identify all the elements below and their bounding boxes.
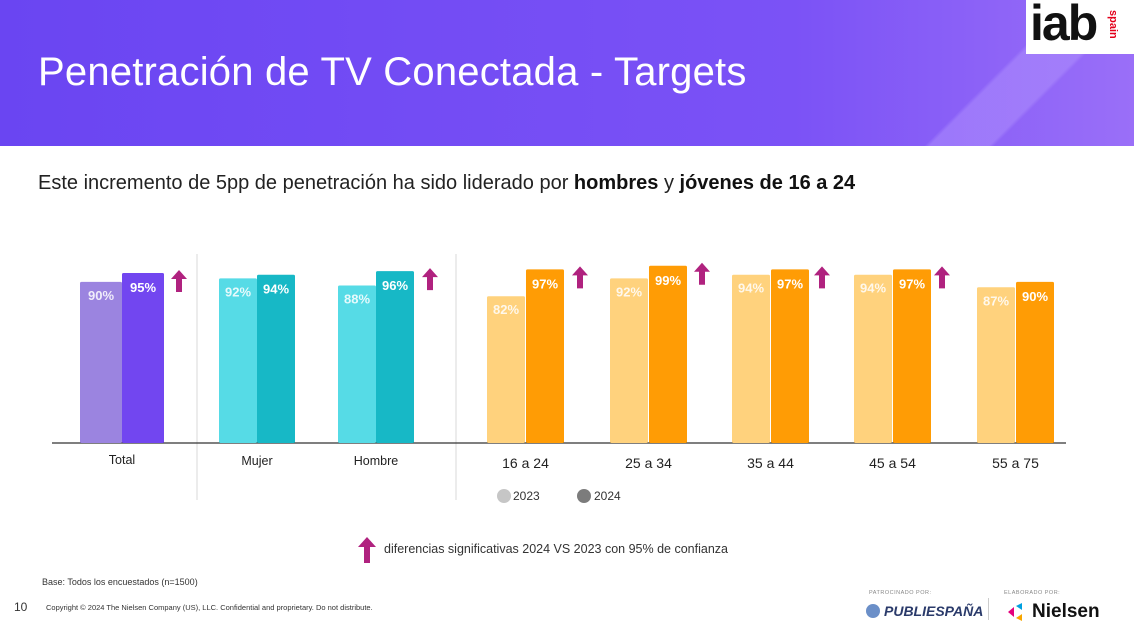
- logo-background: [1026, 0, 1134, 54]
- data-label-2023-16-a-24: 82%: [493, 302, 519, 317]
- bar-2024-55-a-75: [1016, 281, 1054, 443]
- bar-2024-hombre: [376, 271, 414, 443]
- subtitle-mid: y: [658, 172, 680, 194]
- subtitle-bold-young: jóvenes de 16 a 24: [679, 172, 856, 194]
- data-label-2023-mujer: 92%: [225, 284, 251, 299]
- data-label-2023-hombre: 88%: [344, 291, 370, 306]
- data-label-2024-45-a-54: 97%: [899, 276, 925, 291]
- data-label-2023-25-a-34: 92%: [616, 284, 642, 299]
- data-label-2023-55-a-75: 87%: [983, 293, 1009, 308]
- base-note: Base: Todos los encuestados (n=1500): [42, 577, 198, 587]
- significance-arrow-icon-hombre: [422, 268, 438, 291]
- bar-2024-mujer: [257, 274, 295, 443]
- data-label-2024-hombre: 96%: [382, 278, 408, 293]
- category-label-25-a-34: 25 a 34: [625, 455, 672, 471]
- subtitle-bold-men: hombres: [573, 172, 659, 194]
- category-label-16-a-24: 16 a 24: [502, 455, 549, 471]
- sponsor-logo: PUBLIESPAÑA: [884, 603, 984, 619]
- data-label-2024-55-a-75: 90%: [1022, 289, 1048, 304]
- data-label-2024-16-a-24: 97%: [532, 276, 558, 291]
- bar-2024-35-a-44: [771, 269, 809, 443]
- bar-2023-35-a-44: [732, 274, 770, 443]
- data-label-2024-total: 95%: [130, 280, 156, 295]
- category-label-45-a-54: 45 a 54: [869, 455, 916, 471]
- data-label-2023-45-a-54: 94%: [860, 281, 886, 296]
- page-number: 10: [14, 600, 28, 614]
- bar-2023-total: [80, 281, 122, 443]
- data-label-2023-35-a-44: 94%: [738, 281, 764, 296]
- data-label-2024-mujer: 94%: [263, 282, 289, 297]
- bar-2023-25-a-34: [610, 278, 648, 443]
- legend-dot-2024: [577, 489, 591, 503]
- subtitle-prefix: Este incremento de 5pp de penetración ha…: [38, 172, 574, 194]
- copyright-text: Copyright © 2024 The Nielsen Company (US…: [46, 603, 373, 612]
- category-label-total: Total: [109, 453, 135, 467]
- data-label-2024-25-a-34: 99%: [655, 273, 681, 288]
- legend-label-2023: 2023: [513, 489, 540, 503]
- chart-subtitle: Este incremento de 5pp de penetración ha…: [38, 172, 855, 195]
- data-label-2024-35-a-44: 97%: [777, 276, 803, 291]
- category-label-hombre: Hombre: [354, 454, 399, 468]
- publiespana-logo-icon: [866, 604, 880, 618]
- nielsen-logo-icon: [1008, 603, 1022, 621]
- significance-arrow-icon-45-a-54: [934, 266, 950, 289]
- made-by-label: ELABORADO POR:: [1004, 590, 1061, 596]
- bar-2024-25-a-34: [649, 265, 687, 443]
- significance-arrow-icon-35-a-44: [814, 266, 830, 289]
- data-label-2023-total: 90%: [88, 288, 114, 303]
- significance-arrow-icon-16-a-24: [572, 266, 588, 289]
- iab-logo: iab: [1030, 0, 1098, 51]
- significance-arrow-icon-total: [171, 269, 187, 292]
- significance-note: diferencias significativas 2024 VS 2023 …: [384, 542, 728, 556]
- bar-2023-hombre: [338, 285, 376, 443]
- bar-2024-total: [122, 272, 164, 443]
- significance-arrow-icon-25-a-34: [694, 262, 710, 285]
- legend-dot-2023: [497, 489, 511, 503]
- bar-chart: 90% 95% Total 92% 94% Mujer 88% 96% Hombre 82% 97%…: [52, 254, 1066, 500]
- nielsen-logo: Nielsen: [1032, 601, 1100, 622]
- bar-2024-45-a-54: [893, 269, 931, 443]
- category-label-55-a-75: 55 a 75: [992, 455, 1039, 471]
- sponsored-by-label: PATROCINADO POR:: [869, 590, 932, 596]
- bar-2023-45-a-54: [854, 274, 892, 443]
- bar-2023-mujer: [219, 278, 257, 443]
- bar-2023-16-a-24: [487, 296, 525, 443]
- bar-2023-55-a-75: [977, 287, 1015, 443]
- category-label-mujer: Mujer: [241, 454, 272, 468]
- footer-divider: [988, 598, 989, 620]
- bar-2024-16-a-24: [526, 269, 564, 443]
- significance-arrow-icon: [358, 537, 376, 563]
- page-title: Penetración de TV Conectada - Targets: [38, 50, 747, 94]
- legend-label-2024: 2024: [594, 489, 621, 503]
- category-label-35-a-44: 35 a 44: [747, 455, 794, 471]
